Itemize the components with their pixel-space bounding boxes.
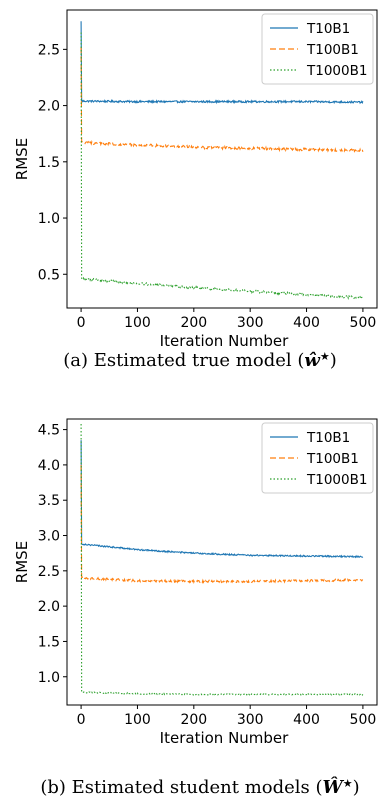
x-tick-label: 300 bbox=[237, 712, 264, 728]
y-tick-label: 0.5 bbox=[38, 267, 60, 283]
y-tick-label: 4.0 bbox=[38, 458, 60, 474]
series-line-T100B1 bbox=[80, 464, 364, 585]
y-axis-label: RMSE bbox=[13, 138, 31, 180]
x-tick-label: 0 bbox=[77, 712, 86, 728]
y-axis-label: RMSE bbox=[13, 541, 31, 583]
x-tick-label: 300 bbox=[237, 315, 264, 331]
x-tick-label: 400 bbox=[293, 315, 320, 331]
legend-label: T10B1 bbox=[306, 21, 350, 37]
axes-frame bbox=[66, 9, 378, 309]
y-tick-label: 3.0 bbox=[38, 529, 60, 545]
y-tick-label: 1.5 bbox=[38, 634, 60, 650]
series-line-T1000B1 bbox=[80, 32, 364, 301]
x-tick-label: 500 bbox=[350, 712, 377, 728]
x-tick-label: 200 bbox=[180, 712, 207, 728]
x-tick-label: 400 bbox=[293, 712, 320, 728]
legend-label: T1000B1 bbox=[306, 472, 367, 488]
legend-label: T100B1 bbox=[306, 451, 359, 467]
legend-label: T10B1 bbox=[306, 430, 350, 446]
y-tick-label: 1.5 bbox=[38, 155, 60, 171]
x-tick-label: 500 bbox=[350, 315, 377, 331]
y-tick-label: 2.5 bbox=[38, 564, 60, 580]
panel-a-chart: 0 100 200 300 400 500 0.5 1.0 1.5 2.0 2.5 Iteration… bbox=[13, 9, 378, 350]
axes-frame bbox=[66, 418, 378, 706]
y-tick-label: 2.0 bbox=[38, 99, 60, 115]
caption-a: (a) Estimated true model (ŵ★) bbox=[63, 350, 337, 372]
legend-box bbox=[261, 13, 374, 85]
y-tick-label: 2.0 bbox=[38, 599, 60, 615]
series-line-T10B1 bbox=[80, 21, 364, 105]
y-tick-label: 1.0 bbox=[38, 211, 60, 227]
x-tick-label: 100 bbox=[124, 315, 151, 331]
legend-box bbox=[261, 422, 374, 494]
y-tick-label: 1.0 bbox=[38, 670, 60, 686]
series-line-T10B1 bbox=[80, 440, 364, 559]
legend-label: T100B1 bbox=[306, 42, 359, 58]
y-tick-label: 2.5 bbox=[38, 42, 60, 58]
y-tick-label: 3.5 bbox=[38, 493, 60, 509]
y-tick-label: 4.5 bbox=[38, 423, 60, 439]
x-axis-label: Iteration Number bbox=[160, 729, 289, 747]
caption-b: (b) Estimated student models (Ŵ★) bbox=[40, 775, 359, 798]
series-line-T100B1 bbox=[80, 47, 364, 154]
x-axis-label: Iteration Number bbox=[160, 332, 289, 350]
panel-b-chart: 0 100 200 300 400 500 1.0 1.5 2.0 2.5 3.0 3.5 4.0 4.5… bbox=[13, 418, 378, 747]
x-tick-label: 200 bbox=[180, 315, 207, 331]
x-tick-label: 100 bbox=[124, 712, 151, 728]
legend-label: T1000B1 bbox=[306, 63, 367, 79]
x-tick-label: 0 bbox=[77, 315, 86, 331]
